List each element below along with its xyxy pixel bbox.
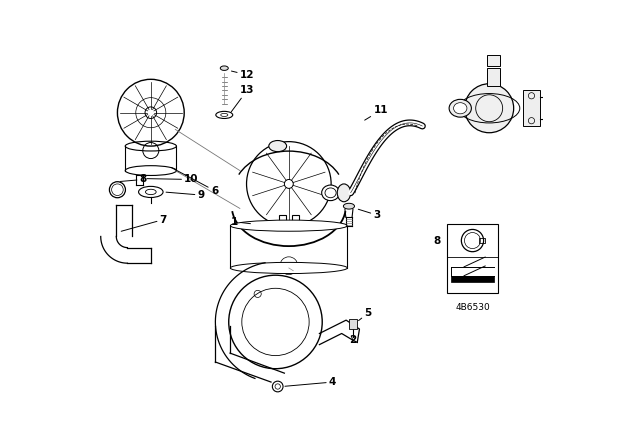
Text: 8: 8 [433,236,441,246]
Ellipse shape [449,99,472,117]
Text: 11: 11 [365,105,388,120]
Ellipse shape [230,220,348,231]
Bar [479,238,484,243]
Text: 5: 5 [358,308,372,321]
Text: 12: 12 [232,70,254,80]
Text: 13: 13 [231,86,254,112]
Text: 2: 2 [349,335,356,345]
Ellipse shape [325,188,336,198]
Circle shape [465,84,514,133]
Text: 9: 9 [166,190,205,200]
Bar [451,276,493,281]
Ellipse shape [216,112,233,118]
Bar [278,215,285,224]
Bar [487,55,500,66]
Text: 8: 8 [120,174,147,185]
Bar [487,68,500,86]
Ellipse shape [221,113,228,116]
Text: 10: 10 [147,174,198,185]
Ellipse shape [454,103,467,114]
Text: 3: 3 [358,209,381,220]
Ellipse shape [269,141,287,152]
Text: 6: 6 [171,168,218,196]
Bar [523,90,540,126]
Ellipse shape [344,203,355,209]
Text: 7: 7 [121,215,167,231]
Bar [447,224,498,293]
Text: 4: 4 [285,377,336,387]
Ellipse shape [322,185,339,201]
Text: 1: 1 [231,217,250,227]
Ellipse shape [337,184,351,202]
Ellipse shape [220,66,228,70]
Bar [349,319,357,329]
Ellipse shape [230,263,348,274]
Text: 4B6530: 4B6530 [455,303,490,312]
Bar [292,215,299,224]
